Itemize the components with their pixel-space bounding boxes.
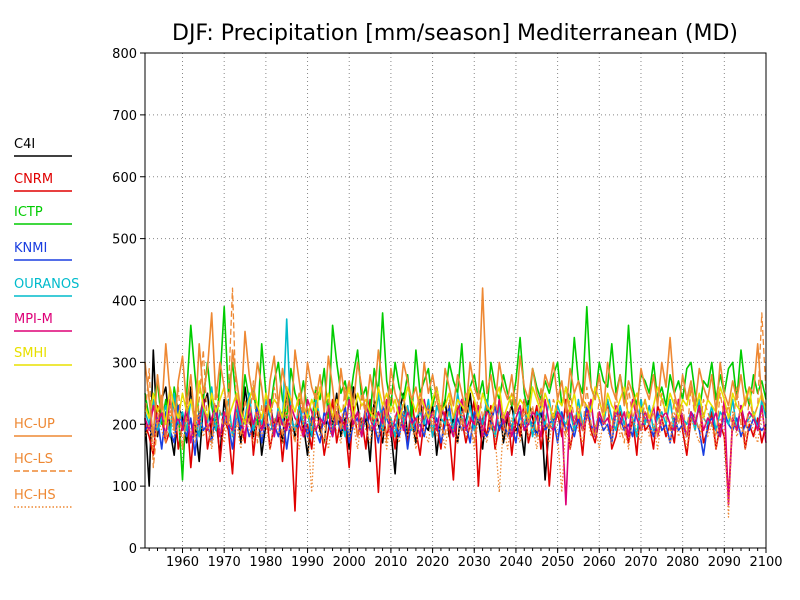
y-axis-ticks: 0 100 200 300 400 500 600 700 800 [112, 47, 145, 557]
legend-label-ouranos: OURANOS [14, 277, 79, 292]
x-tick-label: 2080 [666, 555, 699, 570]
series-lines [144, 287, 767, 518]
series-line-hc-ls [144, 287, 767, 469]
x-tick-label: 2090 [708, 555, 741, 570]
x-axis-ticks: 1960 1970 1980 1990 2000 2010 2020 2030 2040 2050… [148, 548, 783, 570]
x-tick-label: 2060 [583, 555, 616, 570]
series-line-mpi-m [144, 398, 767, 506]
y-tick-label: 800 [112, 47, 137, 62]
x-tick-label: 2010 [374, 555, 407, 570]
y-tick-label: 600 [112, 171, 137, 186]
x-tick-label: 1970 [208, 555, 241, 570]
legend: C4I CNRM ICTP KNMI OURANOS MPI-M SMHI HC-UP HC-L… [14, 137, 79, 508]
legend-label-hc-up: HC-UP [14, 417, 55, 432]
legend-label-hc-hs: HC-HS [14, 488, 56, 503]
legend-label-smhi: SMHI [14, 346, 47, 361]
y-tick-label: 500 [112, 233, 137, 248]
legend-label-knmi: KNMI [14, 241, 47, 256]
y-tick-label: 400 [112, 295, 137, 310]
series-line-hc-up [144, 287, 767, 438]
x-tick-label: 1960 [166, 555, 199, 570]
y-tick-label: 700 [112, 109, 137, 124]
x-tick-label: 2100 [749, 555, 782, 570]
y-tick-label: 100 [112, 480, 137, 495]
x-tick-label: 2040 [499, 555, 532, 570]
plot-frame [144, 52, 767, 549]
x-tick-label: 2000 [333, 555, 366, 570]
x-tick-label: 1990 [291, 555, 324, 570]
y-tick-label: 300 [112, 356, 137, 371]
x-tick-label: 2020 [416, 555, 449, 570]
x-tick-label: 2070 [624, 555, 657, 570]
legend-label-c4i: C4I [14, 137, 35, 152]
series-line-smhi [144, 380, 767, 426]
x-tick-label: 2050 [541, 555, 574, 570]
gridlines [145, 53, 766, 548]
legend-label-ictp: ICTP [14, 205, 43, 220]
legend-label-hc-ls: HC-LS [14, 452, 53, 467]
y-tick-label: 200 [112, 418, 137, 433]
legend-label-cnrm: CNRM [14, 172, 53, 187]
x-tick-label: 2030 [458, 555, 491, 570]
chart-title: DJF: Precipitation [mm/season] Mediterra… [172, 21, 738, 46]
series-line-hc-hs [144, 411, 767, 518]
legend-label-mpi-m: MPI-M [14, 312, 53, 327]
x-tick-label: 1980 [249, 555, 282, 570]
y-tick-label: 0 [129, 542, 137, 557]
